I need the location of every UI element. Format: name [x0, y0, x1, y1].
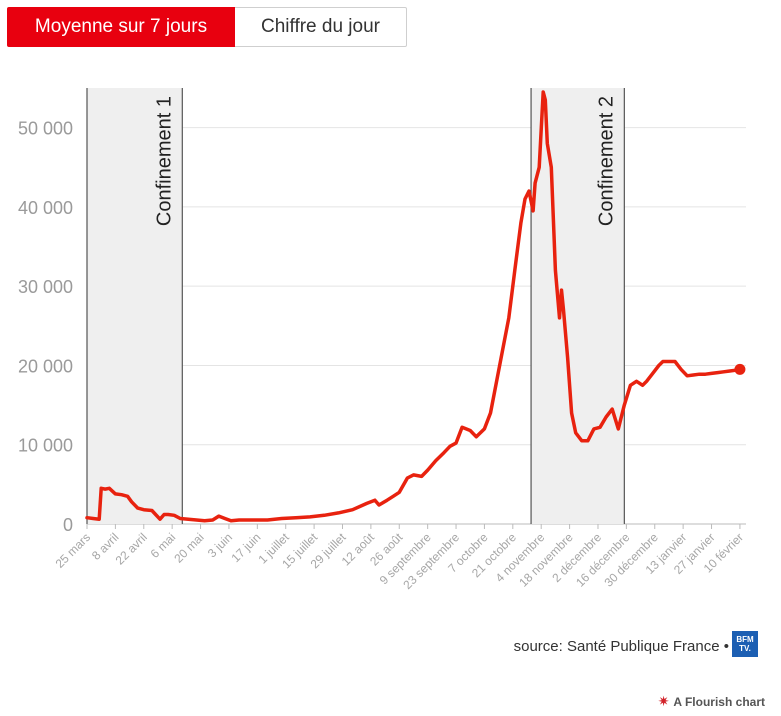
y-axis: 0 10 000 20 000 30 000 40 000 50 000 [18, 119, 73, 535]
view-toggle: Moyenne sur 7 jours Chiffre du jour [7, 7, 407, 47]
band-label: Confinement 1 [153, 96, 175, 226]
flourish-credit-label: A Flourish chart [673, 694, 765, 709]
y-tick-label: 0 [63, 515, 73, 535]
band-area [87, 88, 183, 524]
x-tick-label: 25 mars [53, 530, 94, 571]
y-tick-label: 10 000 [18, 436, 73, 456]
series-end-point [734, 363, 746, 375]
x-tick-label: 20 mai [171, 530, 206, 565]
flourish-credit[interactable]: ✷ A Flourish chart [658, 693, 765, 710]
lockdown-bands: Confinement 1 Confinement 2 [86, 88, 625, 524]
x-tick-label: 22 avril [113, 530, 150, 567]
band-label: Confinement 2 [595, 96, 617, 226]
y-tick-label: 30 000 [18, 277, 73, 297]
series-line [85, 90, 742, 523]
band-area [531, 88, 625, 524]
toggle-daily-figure[interactable]: Chiffre du jour [235, 7, 407, 47]
y-tick-label: 20 000 [18, 356, 73, 376]
flourish-icon: ✷ [657, 693, 670, 709]
gridlines [87, 127, 746, 525]
toggle-7day-average[interactable]: Moyenne sur 7 jours [7, 7, 235, 47]
source-note: source: Santé Publique France • [513, 638, 729, 655]
y-tick-label: 50 000 [18, 119, 73, 139]
bfm-logo: BFM TV. [732, 631, 758, 657]
y-tick-label: 40 000 [18, 198, 73, 218]
